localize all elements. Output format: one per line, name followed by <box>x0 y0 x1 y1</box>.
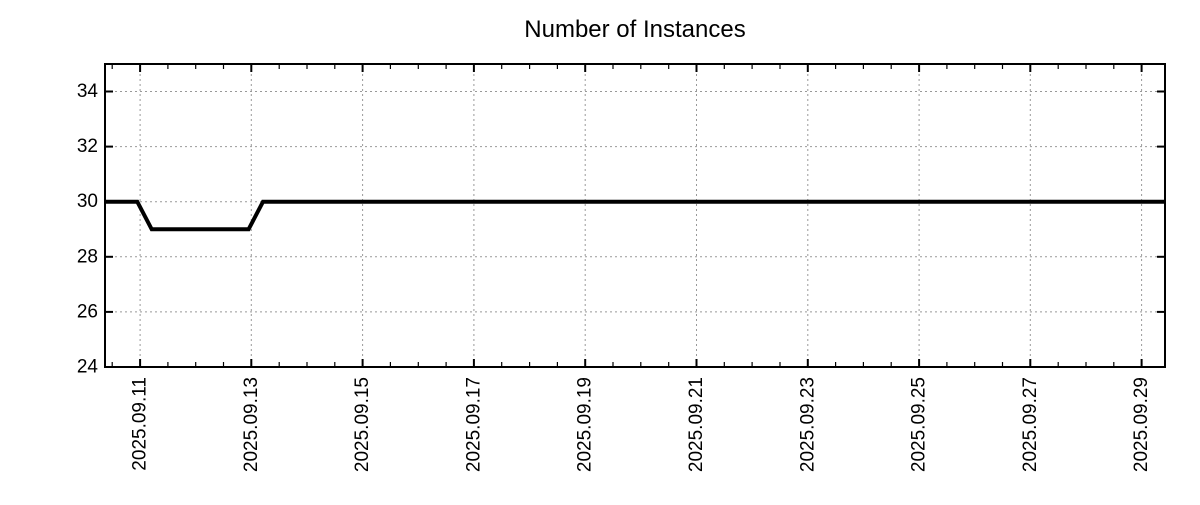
minor-ticks <box>111 64 1115 367</box>
svg-text:2025.09.27: 2025.09.27 <box>1020 377 1041 472</box>
chart-title: Number of Instances <box>524 16 746 43</box>
svg-text:2025.09.15: 2025.09.15 <box>352 377 373 472</box>
svg-text:2025.09.23: 2025.09.23 <box>797 377 818 472</box>
svg-text:2025.09.13: 2025.09.13 <box>241 377 262 472</box>
svg-text:2025.09.11: 2025.09.11 <box>130 377 151 471</box>
svg-text:2025.09.17: 2025.09.17 <box>463 377 484 472</box>
svg-text:30: 30 <box>77 191 98 212</box>
svg-text:2025.09.21: 2025.09.21 <box>686 377 707 472</box>
svg-text:2025.09.25: 2025.09.25 <box>909 377 930 472</box>
svg-text:2025.09.19: 2025.09.19 <box>575 377 596 472</box>
svg-text:34: 34 <box>77 81 99 102</box>
svg-text:2025.09.29: 2025.09.29 <box>1131 377 1152 472</box>
y-tick-labels: 24 26 28 30 32 34 <box>77 81 99 378</box>
plot-border <box>104 63 1166 368</box>
series-line <box>105 199 1165 232</box>
svg-text:24: 24 <box>77 357 99 378</box>
svg-text:26: 26 <box>77 301 98 322</box>
svg-text:28: 28 <box>77 246 98 267</box>
svg-text:32: 32 <box>77 136 98 157</box>
major-ticks <box>105 64 1165 368</box>
grid-lines <box>105 64 1165 367</box>
x-tick-labels: 2025.09.11 2025.09.13 2025.09.15 2025.09.17… <box>130 377 1152 472</box>
